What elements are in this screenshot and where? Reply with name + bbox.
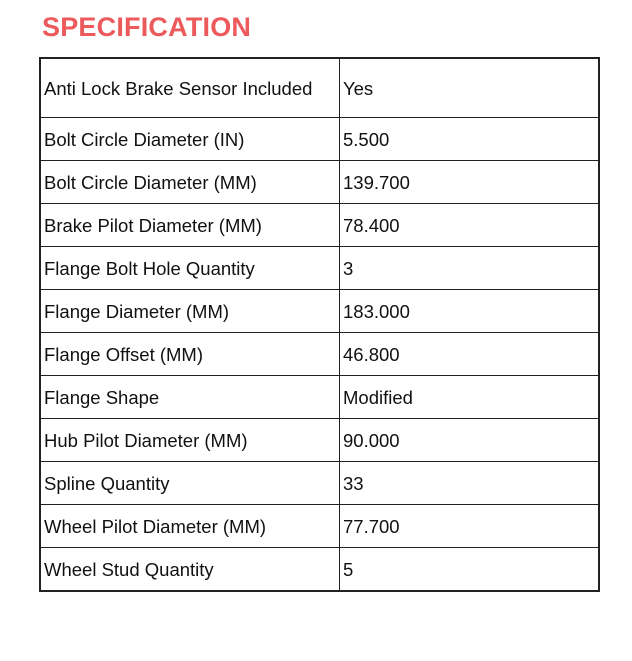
spec-value: 90.000 (339, 418, 600, 462)
spec-label: Brake Pilot Diameter (MM) (39, 203, 340, 247)
spec-label: Anti Lock Brake Sensor Included (39, 57, 340, 118)
spec-value: 5 (339, 547, 600, 592)
spec-label: Flange Bolt Hole Quantity (39, 246, 340, 290)
spec-value: 139.700 (339, 160, 600, 204)
spec-label: Bolt Circle Diameter (IN) (39, 117, 340, 161)
table-row: Flange Offset (MM) 46.800 (39, 332, 600, 376)
spec-label: Flange Shape (39, 375, 340, 419)
table-row: Anti Lock Brake Sensor Included Yes (39, 57, 600, 118)
table-row: Flange Diameter (MM) 183.000 (39, 289, 600, 333)
spec-label: Wheel Pilot Diameter (MM) (39, 504, 340, 548)
spec-value: Modified (339, 375, 600, 419)
spec-label: Bolt Circle Diameter (MM) (39, 160, 340, 204)
table-row: Flange Bolt Hole Quantity 3 (39, 246, 600, 290)
table-row: Flange Shape Modified (39, 375, 600, 419)
table-row: Wheel Stud Quantity 5 (39, 547, 600, 592)
table-row: Wheel Pilot Diameter (MM) 77.700 (39, 504, 600, 548)
spec-label: Spline Quantity (39, 461, 340, 505)
table-row: Hub Pilot Diameter (MM) 90.000 (39, 418, 600, 462)
spec-label: Flange Offset (MM) (39, 332, 340, 376)
spec-value: 33 (339, 461, 600, 505)
spec-value: 3 (339, 246, 600, 290)
spec-label: Flange Diameter (MM) (39, 289, 340, 333)
spec-value: Yes (339, 57, 600, 118)
table-row: Spline Quantity 33 (39, 461, 600, 505)
spec-label: Wheel Stud Quantity (39, 547, 340, 592)
table-row: Brake Pilot Diameter (MM) 78.400 (39, 203, 600, 247)
table-row: Bolt Circle Diameter (MM) 139.700 (39, 160, 600, 204)
spec-value: 183.000 (339, 289, 600, 333)
spec-value: 78.400 (339, 203, 600, 247)
specification-table: Anti Lock Brake Sensor Included Yes Bolt C… (39, 57, 600, 592)
spec-value: 46.800 (339, 332, 600, 376)
spec-label: Hub Pilot Diameter (MM) (39, 418, 340, 462)
spec-value: 77.700 (339, 504, 600, 548)
table-row: Bolt Circle Diameter (IN) 5.500 (39, 117, 600, 161)
spec-value: 5.500 (339, 117, 600, 161)
section-title: SPECIFICATION (42, 12, 252, 42)
